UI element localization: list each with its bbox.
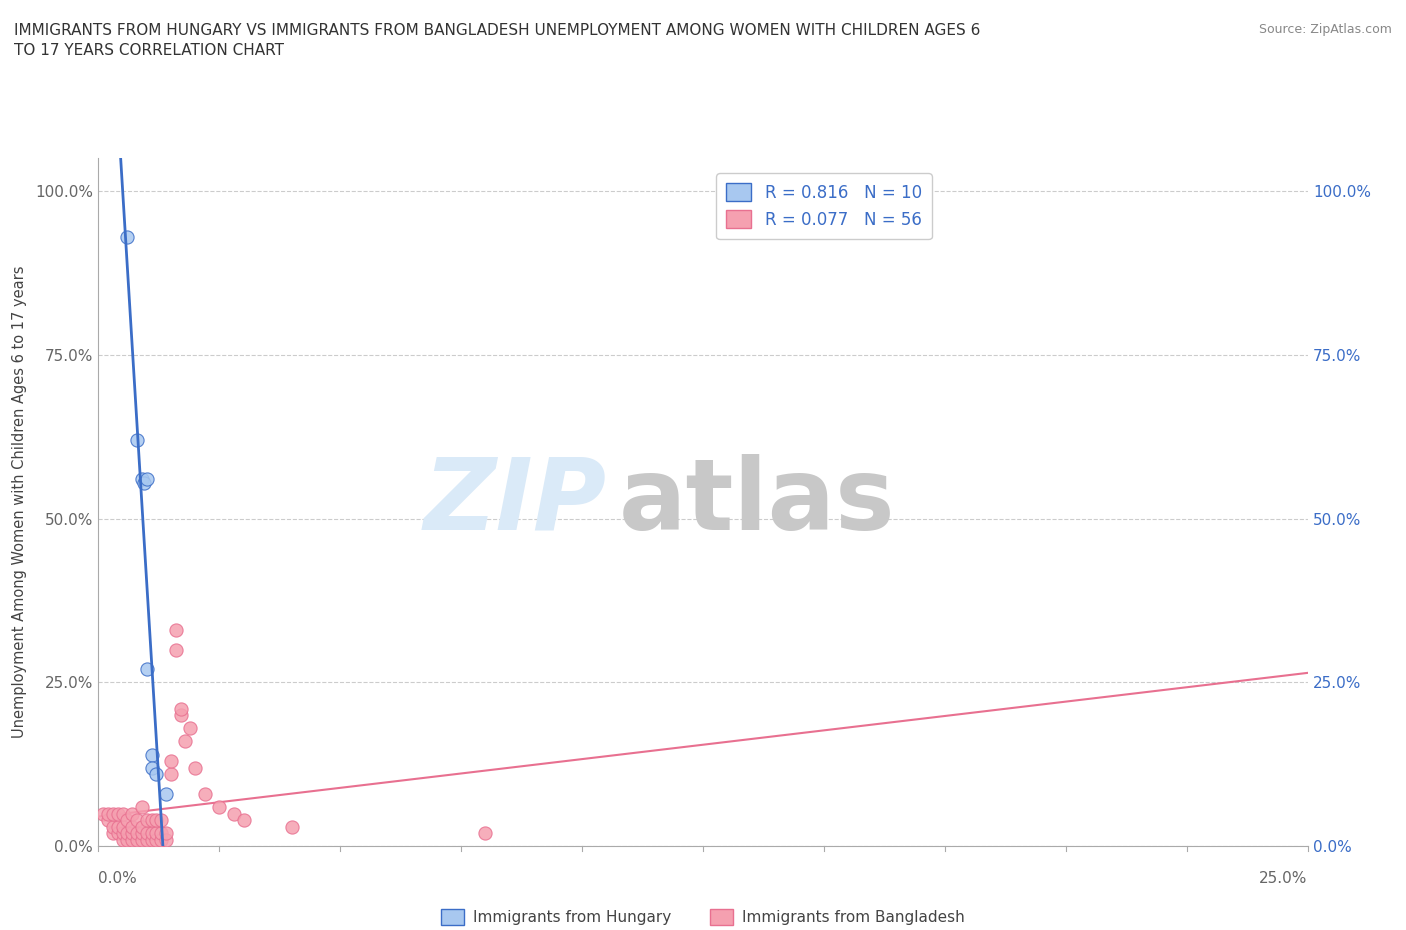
- Point: [127, 813, 149, 828]
- Point: [121, 819, 143, 834]
- Point: [165, 643, 187, 658]
- Point: [107, 819, 129, 834]
- Point: [135, 472, 157, 486]
- Point: [281, 819, 304, 834]
- Point: [141, 747, 163, 762]
- Point: [117, 813, 139, 828]
- Point: [150, 826, 173, 841]
- Point: [155, 826, 177, 841]
- Point: [169, 708, 191, 723]
- Point: [155, 832, 177, 847]
- Point: [194, 787, 217, 802]
- Point: [208, 800, 231, 815]
- Point: [101, 826, 124, 841]
- Point: [121, 806, 143, 821]
- Point: [135, 813, 157, 828]
- Point: [160, 766, 183, 781]
- Point: [150, 813, 173, 828]
- Point: [111, 819, 134, 834]
- Point: [232, 813, 254, 828]
- Point: [222, 806, 245, 821]
- Text: 25.0%: 25.0%: [1260, 871, 1308, 886]
- Point: [145, 826, 167, 841]
- Point: [169, 701, 191, 716]
- Point: [141, 760, 163, 775]
- Point: [135, 832, 157, 847]
- Point: [179, 721, 201, 736]
- Point: [101, 819, 124, 834]
- Point: [131, 832, 153, 847]
- Point: [131, 826, 153, 841]
- Text: ZIP: ZIP: [423, 454, 606, 551]
- Text: 0.0%: 0.0%: [98, 871, 138, 886]
- Point: [135, 662, 157, 677]
- Point: [145, 813, 167, 828]
- Point: [141, 813, 163, 828]
- Point: [127, 826, 149, 841]
- Point: [184, 760, 207, 775]
- Point: [127, 432, 149, 447]
- Point: [145, 766, 167, 781]
- Point: [134, 475, 156, 490]
- Point: [111, 826, 134, 841]
- Point: [121, 832, 143, 847]
- Point: [107, 806, 129, 821]
- Point: [155, 787, 177, 802]
- Point: [97, 806, 120, 821]
- Text: IMMIGRANTS FROM HUNGARY VS IMMIGRANTS FROM BANGLADESH UNEMPLOYMENT AMONG WOMEN W: IMMIGRANTS FROM HUNGARY VS IMMIGRANTS FR…: [14, 23, 980, 58]
- Point: [174, 734, 197, 749]
- Point: [117, 826, 139, 841]
- Legend: Immigrants from Hungary, Immigrants from Bangladesh: Immigrants from Hungary, Immigrants from…: [436, 903, 970, 930]
- Point: [135, 826, 157, 841]
- Point: [121, 826, 143, 841]
- Text: Source: ZipAtlas.com: Source: ZipAtlas.com: [1258, 23, 1392, 36]
- Point: [131, 819, 153, 834]
- Point: [101, 806, 124, 821]
- Point: [165, 622, 187, 637]
- Point: [117, 230, 139, 245]
- Point: [117, 832, 139, 847]
- Point: [107, 826, 129, 841]
- Point: [111, 806, 134, 821]
- Point: [474, 826, 496, 841]
- Y-axis label: Unemployment Among Women with Children Ages 6 to 17 years: Unemployment Among Women with Children A…: [11, 266, 27, 738]
- Point: [91, 806, 114, 821]
- Point: [150, 832, 173, 847]
- Point: [131, 472, 153, 486]
- Point: [145, 832, 167, 847]
- Point: [160, 753, 183, 768]
- Point: [127, 832, 149, 847]
- Point: [97, 813, 120, 828]
- Point: [111, 832, 134, 847]
- Point: [141, 826, 163, 841]
- Text: atlas: atlas: [619, 454, 896, 551]
- Point: [141, 832, 163, 847]
- Point: [131, 800, 153, 815]
